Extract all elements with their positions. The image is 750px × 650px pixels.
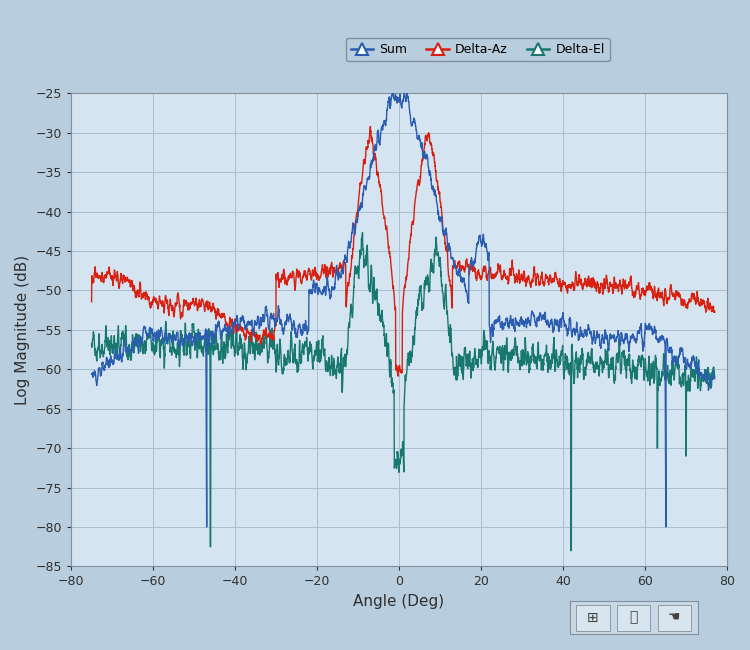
FancyBboxPatch shape	[658, 604, 692, 630]
FancyBboxPatch shape	[617, 604, 650, 630]
Text: ⊞: ⊞	[587, 610, 598, 625]
X-axis label: Angle (Deg): Angle (Deg)	[353, 594, 445, 609]
FancyBboxPatch shape	[576, 604, 610, 630]
Legend: Sum, Delta-Az, Delta-El: Sum, Delta-Az, Delta-El	[346, 38, 610, 61]
Text: ⧉: ⧉	[629, 610, 638, 625]
Text: ☚: ☚	[668, 610, 681, 625]
Y-axis label: Log Magnitude (dB): Log Magnitude (dB)	[15, 255, 30, 405]
